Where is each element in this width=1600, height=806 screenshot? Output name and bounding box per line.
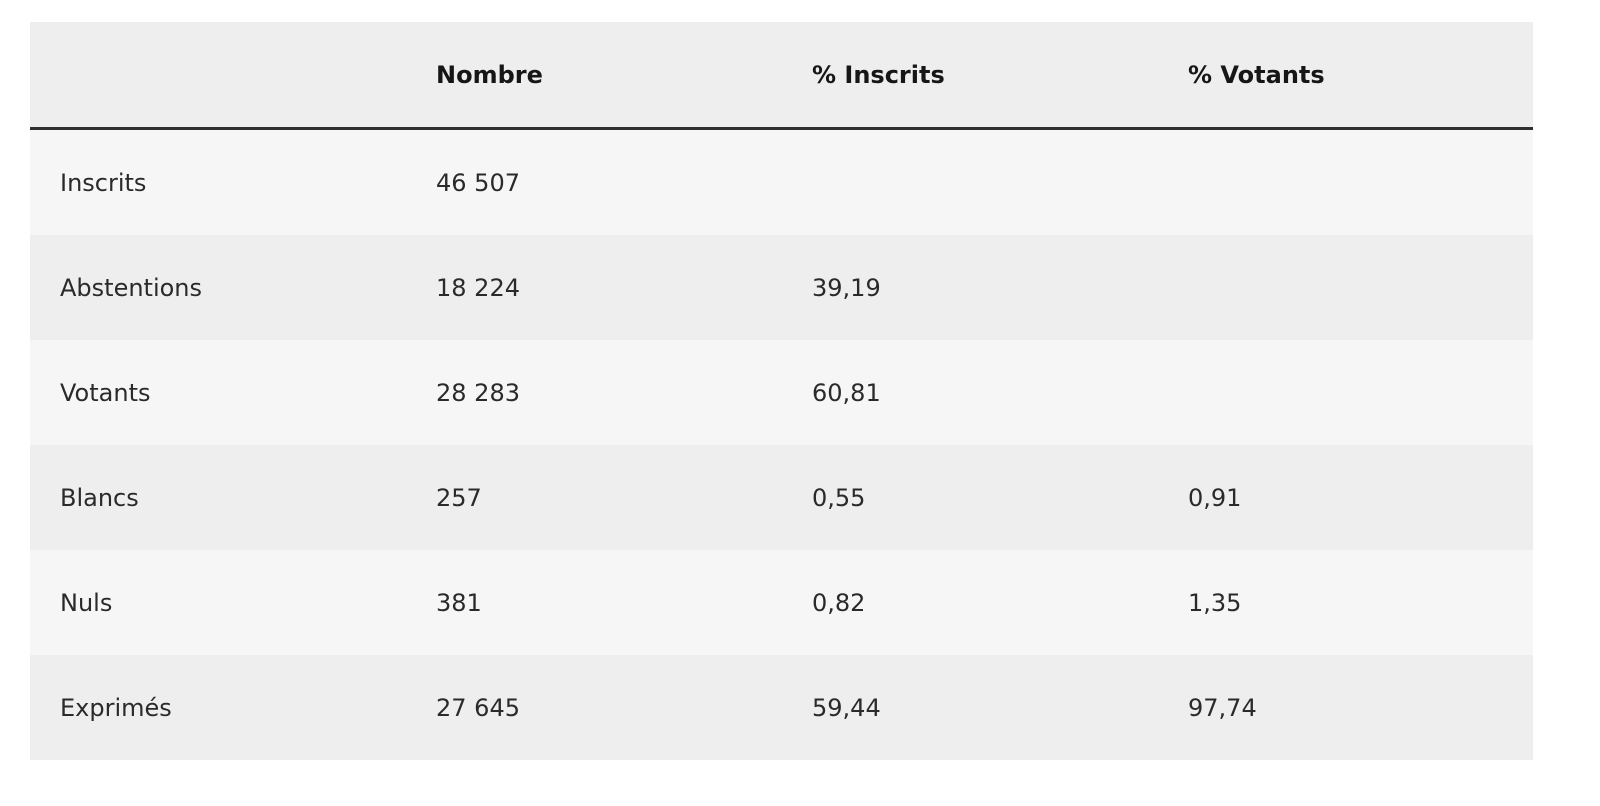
table-row: Votants 28 283 60,81 bbox=[30, 340, 1533, 445]
header-cell: % Inscrits bbox=[812, 60, 945, 89]
table-cell: 39,19 bbox=[812, 273, 881, 302]
table-cell: 60,81 bbox=[812, 378, 881, 407]
table-cell: 18 224 bbox=[436, 273, 520, 302]
row-label: Blancs bbox=[60, 483, 139, 512]
table-cell: 0,55 bbox=[812, 483, 866, 512]
row-label: Exprimés bbox=[60, 693, 172, 722]
table-cell: 0,91 bbox=[1188, 483, 1242, 512]
table-cell: 1,35 bbox=[1188, 588, 1242, 617]
table-cell: 28 283 bbox=[436, 378, 520, 407]
table-cell: 257 bbox=[436, 483, 482, 512]
table-cell: 27 645 bbox=[436, 693, 520, 722]
table-cell: 46 507 bbox=[436, 168, 520, 197]
header-cell: Nombre bbox=[436, 60, 543, 89]
row-label: Nuls bbox=[60, 588, 113, 617]
table-row: Nuls 381 0,82 1,35 bbox=[30, 550, 1533, 655]
table-row: Abstentions 18 224 39,19 bbox=[30, 235, 1533, 340]
table-cell: 381 bbox=[436, 588, 482, 617]
header-cell: % Votants bbox=[1188, 60, 1325, 89]
row-label: Inscrits bbox=[60, 168, 147, 197]
row-label: Votants bbox=[60, 378, 151, 407]
row-label: Abstentions bbox=[60, 273, 203, 302]
table-cell: 59,44 bbox=[812, 693, 881, 722]
table-row: Blancs 257 0,55 0,91 bbox=[30, 445, 1533, 550]
table-cell: 0,82 bbox=[812, 588, 866, 617]
table-cell: 97,74 bbox=[1188, 693, 1257, 722]
results-table: Nombre % Inscrits % Votants Inscrits 46 507 A… bbox=[30, 22, 1533, 760]
header-row: Nombre % Inscrits % Votants bbox=[30, 22, 1533, 130]
table-row: Inscrits 46 507 bbox=[30, 130, 1533, 235]
table-row: Exprimés 27 645 59,44 97,74 bbox=[30, 655, 1533, 760]
